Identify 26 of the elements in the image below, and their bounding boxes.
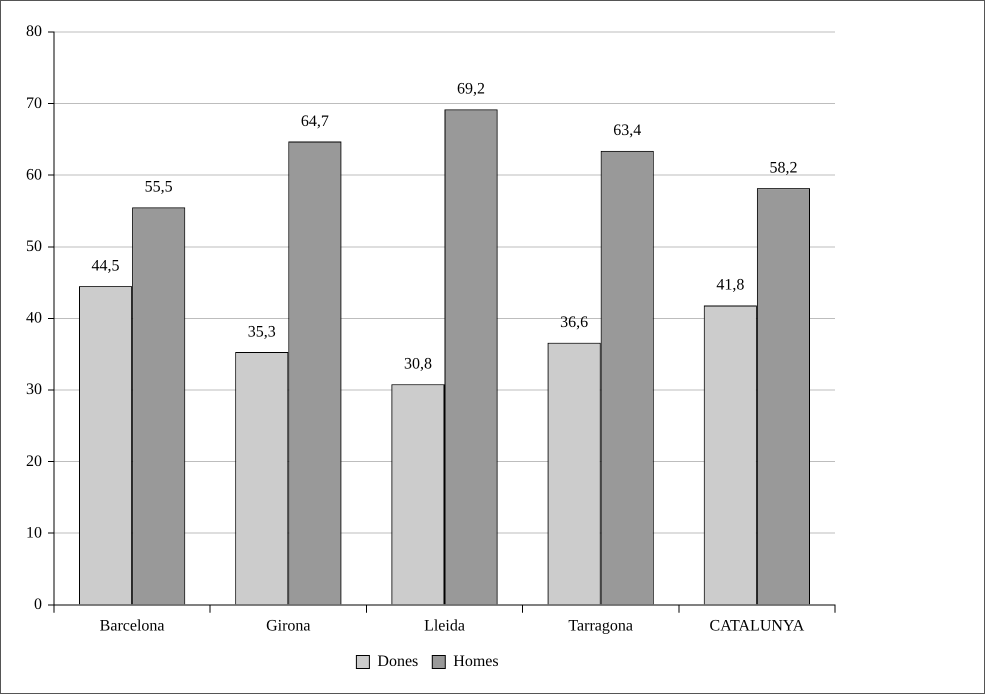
data-label: 41,8 <box>716 276 744 294</box>
legend-label: Dones <box>377 653 418 670</box>
x-tick-label: Lleida <box>424 618 465 635</box>
y-tick-label: 80 <box>26 23 42 40</box>
y-tick-label: 50 <box>26 238 42 256</box>
data-label: 64,7 <box>300 112 329 130</box>
data-label: 58,2 <box>769 159 798 176</box>
y-tick-label: 70 <box>26 94 42 112</box>
data-label: 35,3 <box>248 323 276 340</box>
x-tick-label: CATALUNYA <box>710 618 805 635</box>
data-label: 36,6 <box>560 314 588 331</box>
y-tick-label: 30 <box>26 381 42 398</box>
x-tick-label: Tarragona <box>568 618 634 635</box>
y-tick-label: 10 <box>26 524 42 542</box>
data-label: 69,2 <box>457 80 486 98</box>
y-tick-label: 60 <box>26 166 42 184</box>
data-label: 63,4 <box>613 122 642 140</box>
x-tick-label: Barcelona <box>100 618 165 635</box>
y-tick-label: 20 <box>26 452 42 470</box>
data-label: 30,8 <box>404 355 432 372</box>
data-label: 44,5 <box>92 257 120 274</box>
data-label: 55,5 <box>144 178 173 196</box>
y-tick-label: 0 <box>34 596 42 614</box>
y-tick-label: 40 <box>26 310 42 327</box>
legend-label: Homes <box>453 653 499 670</box>
x-tick-label: Girona <box>266 618 311 635</box>
